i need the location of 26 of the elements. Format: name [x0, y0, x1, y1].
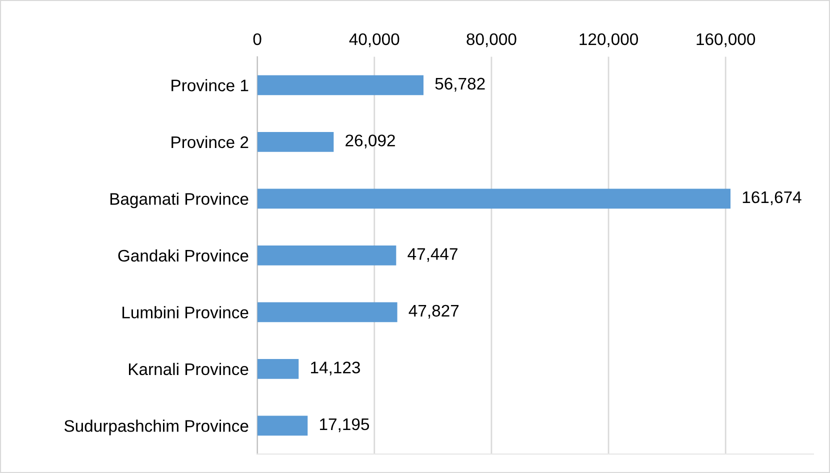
data-label: 47,447 [408, 248, 458, 262]
data-label: 56,782 [435, 78, 485, 92]
x-tick-label: 80,000 [466, 33, 516, 48]
bar [257, 416, 308, 436]
x-tick-label: 0 [253, 33, 262, 46]
y-tick-label: Sudurpashchim Province [64, 420, 248, 436]
x-tick-label: 40,000 [349, 33, 400, 48]
y-tick-label: Karnali Province [128, 362, 248, 376]
x-tick-label: 120,000 [580, 33, 638, 48]
data-label: 161,674 [742, 191, 802, 206]
bar [257, 132, 334, 152]
y-tick-label: Province 2 [172, 136, 248, 148]
bar [257, 75, 424, 96]
bar [257, 302, 398, 322]
y-tick-label: Gandaki Province [118, 249, 248, 262]
data-label: 47,827 [408, 304, 459, 319]
data-label: 14,123 [311, 362, 360, 376]
x-tick-label: 160,000 [696, 33, 756, 48]
bar [257, 359, 299, 379]
data-label: 17,195 [320, 418, 370, 432]
data-label: 26,092 [346, 134, 395, 148]
bar [257, 188, 730, 209]
bar [257, 245, 396, 266]
y-tick-label: Bagamati Province [110, 192, 248, 208]
y-tick-label: Province 1 [172, 79, 248, 92]
y-tick-label: Lumbini Province [122, 306, 248, 318]
